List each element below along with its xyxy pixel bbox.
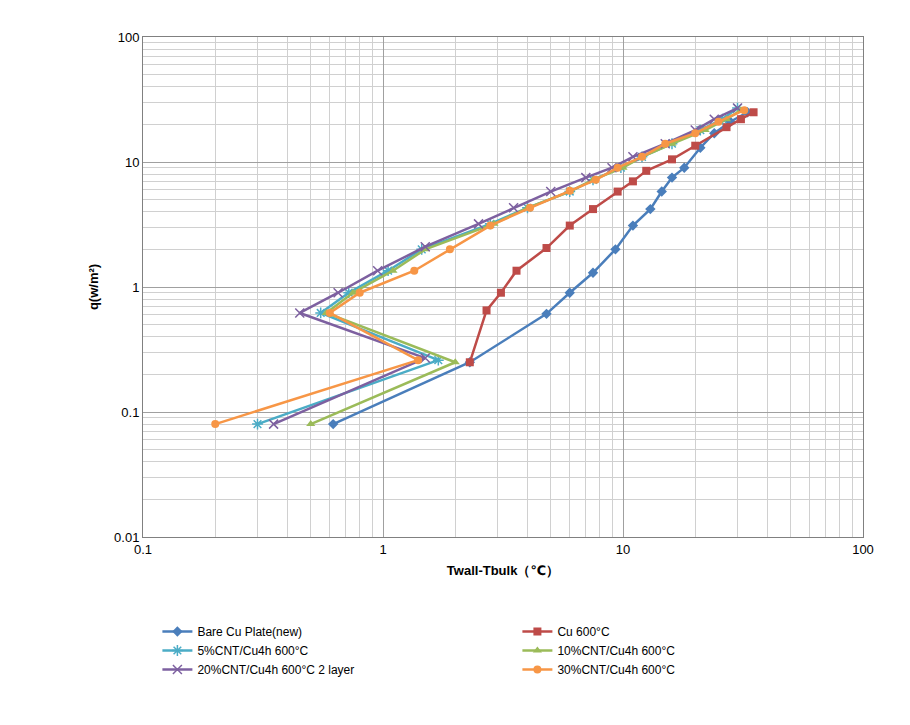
svg-text:100: 100 bbox=[852, 542, 874, 557]
svg-text:1: 1 bbox=[379, 542, 386, 557]
svg-text:1: 1 bbox=[132, 280, 139, 295]
svg-text:0.01: 0.01 bbox=[114, 530, 139, 545]
svg-text:20%CNT/Cu4h 600°C 2 layer: 20%CNT/Cu4h 600°C 2 layer bbox=[197, 663, 354, 677]
svg-text:10: 10 bbox=[616, 542, 630, 557]
svg-text:Twall-Tbulk（℃）: Twall-Tbulk（℃） bbox=[447, 563, 559, 578]
svg-text:100: 100 bbox=[118, 30, 140, 45]
svg-text:5%CNT/Cu4h 600°C: 5%CNT/Cu4h 600°C bbox=[197, 644, 308, 658]
svg-text:0.1: 0.1 bbox=[134, 542, 152, 557]
svg-text:10: 10 bbox=[125, 155, 139, 170]
svg-text:Cu 600°C: Cu 600°C bbox=[557, 625, 609, 639]
svg-text:Bare Cu Plate(new): Bare Cu Plate(new) bbox=[197, 625, 302, 639]
svg-text:30%CNT/Cu4h 600°C: 30%CNT/Cu4h 600°C bbox=[557, 663, 675, 677]
svg-text:10%CNT/Cu4h 600°C: 10%CNT/Cu4h 600°C bbox=[557, 644, 675, 658]
svg-text:q(w/m²): q(w/m²) bbox=[86, 264, 101, 310]
svg-text:0.1: 0.1 bbox=[121, 405, 139, 420]
